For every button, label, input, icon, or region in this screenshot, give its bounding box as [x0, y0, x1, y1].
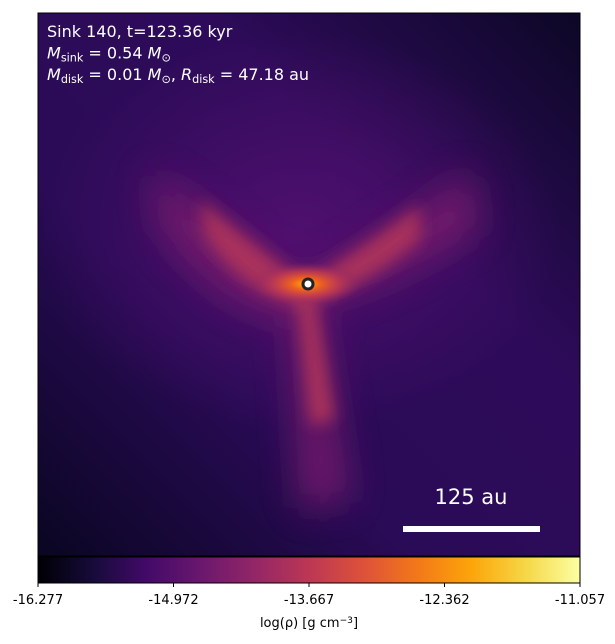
text-part: = 0.01: [83, 65, 147, 84]
annotation-line: Sink 140, t=123.36 kyr: [47, 22, 233, 41]
text-part: ⊙: [161, 51, 170, 64]
text-part: ,: [171, 65, 181, 84]
colorbar-tick-label: -16.277: [13, 593, 63, 608]
text-part: M: [47, 44, 61, 63]
text-part: = 0.54: [83, 44, 147, 63]
text-part: M: [148, 44, 162, 63]
text-part: disk: [192, 73, 215, 86]
text-part: ]: [353, 616, 358, 631]
text-part: Sink 140, t=123.36 kyr: [47, 22, 233, 41]
text-part: R: [181, 65, 192, 84]
text-part: disk: [61, 73, 84, 86]
annotation: Sink 140, t=123.36 kyr Msink = 0.54 M⊙ Mdi…: [47, 22, 309, 86]
colorbar-tick-label: -13.667: [284, 593, 334, 608]
colorbar-label: log(ρ) [g cm−3]: [260, 616, 358, 631]
colorbar-tick-label: -14.972: [148, 593, 198, 608]
sink-marker: [301, 277, 315, 291]
scale-bar: [403, 526, 540, 532]
plot-frame: [37, 12, 581, 557]
scale-bar-label: 125 au: [435, 485, 508, 509]
text-part: = 47.18 au: [215, 65, 309, 84]
annotation-line: Mdisk = 0.01 M⊙, Rdisk = 47.18 au: [47, 65, 309, 86]
annotation-line: Msink = 0.54 M⊙: [47, 44, 171, 65]
text-part: sink: [61, 51, 84, 64]
text-part: M: [148, 65, 162, 84]
text-part: ⊙: [161, 73, 170, 86]
text-part: M: [47, 65, 61, 84]
colorbar-tick-label: -12.362: [419, 593, 469, 608]
text-part: −3: [340, 616, 354, 626]
colorbar-tick-label: -11.057: [555, 593, 605, 608]
colorbar: [37, 556, 581, 584]
text-part: log(ρ) [g cm: [260, 616, 340, 631]
density-map: [38, 13, 580, 556]
